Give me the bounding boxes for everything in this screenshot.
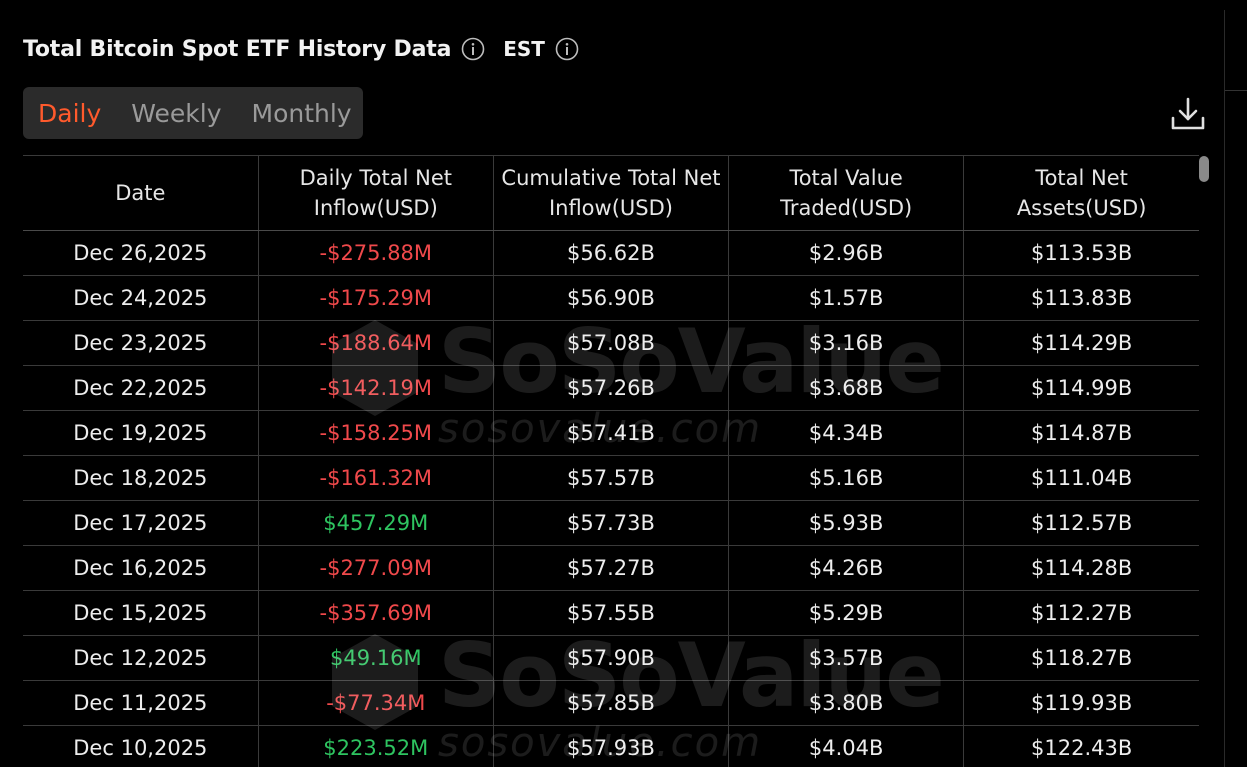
column-header-daily-inflow[interactable]: Daily Total Net Inflow(USD) xyxy=(258,155,494,231)
cell-date: Dec 23,2025 xyxy=(23,320,259,366)
table-row[interactable]: Dec 24,2025 -$175.29M $56.90B $1.57B $113.83… xyxy=(23,275,1199,321)
cell-cumulative-inflow: $57.41B xyxy=(493,410,730,456)
cell-net-assets: $119.93B xyxy=(963,680,1199,726)
cell-date: Dec 10,2025 xyxy=(23,725,259,767)
table-row[interactable]: Dec 17,2025 $457.29M $57.73B $5.93B $112.57B xyxy=(23,500,1199,546)
cell-date: Dec 17,2025 xyxy=(23,500,259,546)
cell-net-assets: $111.04B xyxy=(963,455,1199,501)
cell-value-traded: $3.80B xyxy=(728,680,965,726)
cell-daily-inflow: $457.29M xyxy=(258,500,494,546)
cell-cumulative-inflow: $56.90B xyxy=(493,275,730,321)
cell-net-assets: $118.27B xyxy=(963,635,1199,681)
cell-daily-inflow: -$277.09M xyxy=(258,545,494,591)
cell-daily-inflow: -$158.25M xyxy=(258,410,494,456)
cell-value-traded: $3.68B xyxy=(728,365,965,411)
table-row[interactable]: Dec 12,2025 $49.16M $57.90B $3.57B $118.27B xyxy=(23,635,1199,681)
cell-cumulative-inflow: $57.27B xyxy=(493,545,730,591)
cell-daily-inflow: -$175.29M xyxy=(258,275,494,321)
scrollbar-thumb[interactable] xyxy=(1199,156,1209,182)
cell-daily-inflow: -$275.88M xyxy=(258,230,494,276)
cell-daily-inflow: -$77.34M xyxy=(258,680,494,726)
tab-daily[interactable]: Daily xyxy=(38,98,102,128)
table-row[interactable]: Dec 26,2025 -$275.88M $56.62B $2.96B $113.53… xyxy=(23,230,1199,276)
cell-value-traded: $5.16B xyxy=(728,455,965,501)
timezone-info-icon[interactable] xyxy=(555,37,579,61)
cell-value-traded: $3.16B xyxy=(728,320,965,366)
column-header-cumulative-inflow[interactable]: Cumulative Total Net Inflow(USD) xyxy=(493,155,730,231)
cell-net-assets: $114.28B xyxy=(963,545,1199,591)
cell-date: Dec 12,2025 xyxy=(23,635,259,681)
cell-value-traded: $1.57B xyxy=(728,275,965,321)
cell-daily-inflow: $223.52M xyxy=(258,725,494,767)
cell-daily-inflow: -$188.64M xyxy=(258,320,494,366)
cell-date: Dec 18,2025 xyxy=(23,455,259,501)
tab-monthly[interactable]: Monthly xyxy=(251,98,352,128)
panel-edge-line xyxy=(1225,90,1247,91)
info-circle-icon[interactable] xyxy=(461,37,485,61)
cell-value-traded: $2.96B xyxy=(728,230,965,276)
cell-net-assets: $114.87B xyxy=(963,410,1199,456)
cell-date: Dec 24,2025 xyxy=(23,275,259,321)
table-row[interactable]: Dec 10,2025 $223.52M $57.93B $4.04B $122.43B xyxy=(23,725,1199,767)
cell-value-traded: $5.93B xyxy=(728,500,965,546)
cell-cumulative-inflow: $56.62B xyxy=(493,230,730,276)
cell-cumulative-inflow: $57.73B xyxy=(493,500,730,546)
cell-date: Dec 22,2025 xyxy=(23,365,259,411)
cell-net-assets: $114.99B xyxy=(963,365,1199,411)
cell-net-assets: $122.43B xyxy=(963,725,1199,767)
column-header-date[interactable]: Date xyxy=(23,155,259,231)
timezone-label: EST xyxy=(503,37,545,61)
cell-value-traded: $3.57B xyxy=(728,635,965,681)
cell-daily-inflow: -$357.69M xyxy=(258,590,494,636)
page-title: Total Bitcoin Spot ETF History Data xyxy=(23,36,452,62)
cell-net-assets: $114.29B xyxy=(963,320,1199,366)
cell-cumulative-inflow: $57.57B xyxy=(493,455,730,501)
panel-divider xyxy=(1224,10,1225,767)
download-icon xyxy=(1171,97,1205,130)
cell-net-assets: $113.83B xyxy=(963,275,1199,321)
section-header: Total Bitcoin Spot ETF History Data EST xyxy=(23,30,579,68)
table-row[interactable]: Dec 11,2025 -$77.34M $57.85B $3.80B $119.93B xyxy=(23,680,1199,726)
cell-date: Dec 15,2025 xyxy=(23,590,259,636)
table-row[interactable]: Dec 15,2025 -$357.69M $57.55B $5.29B $112.27… xyxy=(23,590,1199,636)
cell-cumulative-inflow: $57.93B xyxy=(493,725,730,767)
table-row[interactable]: Dec 19,2025 -$158.25M $57.41B $4.34B $114.87… xyxy=(23,410,1199,456)
history-table-container[interactable]: Date Daily Total Net Inflow(USD) Cumulat… xyxy=(23,155,1199,767)
cell-cumulative-inflow: $57.26B xyxy=(493,365,730,411)
history-table: Date Daily Total Net Inflow(USD) Cumulat… xyxy=(23,155,1199,767)
table-row[interactable]: Dec 16,2025 -$277.09M $57.27B $4.26B $114.28… xyxy=(23,545,1199,591)
period-tabs: Daily Weekly Monthly xyxy=(23,87,363,139)
table-row[interactable]: Dec 18,2025 -$161.32M $57.57B $5.16B $111.04… xyxy=(23,455,1199,501)
cell-cumulative-inflow: $57.08B xyxy=(493,320,730,366)
cell-value-traded: $4.04B xyxy=(728,725,965,767)
cell-date: Dec 26,2025 xyxy=(23,230,259,276)
download-button[interactable] xyxy=(1168,95,1208,135)
cell-daily-inflow: $49.16M xyxy=(258,635,494,681)
cell-value-traded: $5.29B xyxy=(728,590,965,636)
cell-net-assets: $113.53B xyxy=(963,230,1199,276)
cell-daily-inflow: -$161.32M xyxy=(258,455,494,501)
cell-cumulative-inflow: $57.55B xyxy=(493,590,730,636)
cell-cumulative-inflow: $57.85B xyxy=(493,680,730,726)
cell-date: Dec 19,2025 xyxy=(23,410,259,456)
cell-value-traded: $4.34B xyxy=(728,410,965,456)
table-row[interactable]: Dec 22,2025 -$142.19M $57.26B $3.68B $114.99… xyxy=(23,365,1199,411)
tab-weekly[interactable]: Weekly xyxy=(131,98,222,128)
column-header-net-assets[interactable]: Total Net Assets(USD) xyxy=(963,155,1199,231)
cell-value-traded: $4.26B xyxy=(728,545,965,591)
cell-net-assets: $112.27B xyxy=(963,590,1199,636)
cell-daily-inflow: -$142.19M xyxy=(258,365,494,411)
cell-date: Dec 16,2025 xyxy=(23,545,259,591)
column-header-value-traded[interactable]: Total Value Traded(USD) xyxy=(728,155,965,231)
table-body: Dec 26,2025 -$275.88M $56.62B $2.96B $113.53… xyxy=(23,230,1199,767)
table-header-row: Date Daily Total Net Inflow(USD) Cumulat… xyxy=(23,155,1199,231)
cell-cumulative-inflow: $57.90B xyxy=(493,635,730,681)
cell-date: Dec 11,2025 xyxy=(23,680,259,726)
cell-net-assets: $112.57B xyxy=(963,500,1199,546)
table-row[interactable]: Dec 23,2025 -$188.64M $57.08B $3.16B $114.29… xyxy=(23,320,1199,366)
